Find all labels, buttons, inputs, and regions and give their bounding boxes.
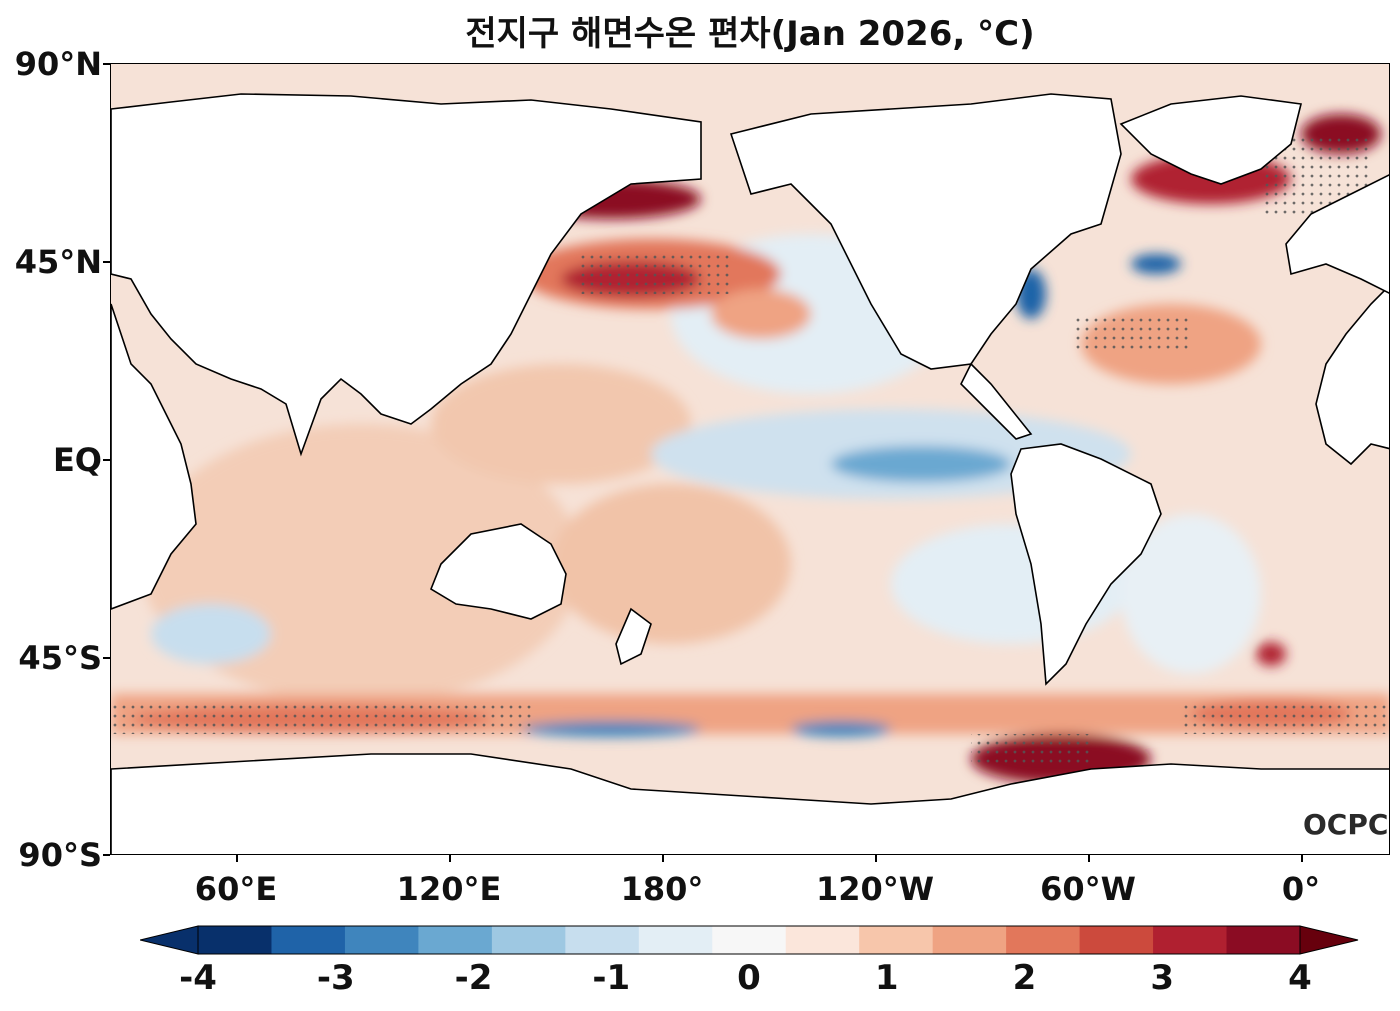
colorbar-cell [418,926,493,954]
lon-tick [875,855,877,862]
lon-label-180: 180° [620,870,704,908]
south-america-landmass [1010,443,1162,686]
colorbar-cell [271,926,346,954]
colorbar-cell [1153,926,1228,954]
lon-tick [662,855,664,862]
lat-tick [103,657,110,659]
colorbar-tick-label: 4 [1288,958,1312,998]
colorbar-tick-label: 0 [737,958,761,998]
colorbar-cell [344,926,419,954]
lon-label-120w: 120°W [815,870,935,908]
colorbar-cell [932,926,1007,954]
colorbar-cell [198,926,272,954]
lat-label-45s: 45°S [18,639,102,677]
colorbar-cell [859,926,934,954]
colorbar-tick-label: 1 [874,958,899,998]
lon-tick [449,855,451,862]
colorbar-tick-label: -1 [592,958,631,998]
europe-landmass [1285,174,1389,294]
colorbar-cell [1006,926,1081,954]
lon-label-60w: 60°W [1040,870,1136,908]
lat-tick [103,459,110,461]
australia-landmass [430,523,567,620]
colorbar-cell [1079,926,1154,954]
colorbar-cell [491,926,566,954]
colorbar-cell [1226,926,1301,954]
central-america-landmass [960,362,1033,440]
sst-anomaly-map: OCPC [110,63,1390,855]
lat-tick [103,854,110,856]
colorbar-tick-label: 2 [1012,958,1037,998]
colorbar-tick-label: -2 [454,958,493,998]
lat-label-90s: 90°S [18,836,102,874]
colorbar-outline [197,925,1301,955]
lat-label-eq: EQ [52,441,102,479]
colorbar [140,925,1359,955]
colorbar-min-extend [140,925,199,955]
colorbar-tick-label: -4 [179,958,217,998]
lon-tick [1301,855,1303,862]
colorbar-cells [198,926,1301,954]
colorbar-cell [785,926,860,954]
new-zealand-landmass [615,607,652,666]
continents [111,93,1389,854]
africa-east-landmass [111,303,197,610]
lat-label-45n: 45°N [14,243,102,281]
colorbar-cell [638,926,713,954]
antarctica-landmass [111,753,1389,854]
colorbar-cell [565,926,640,954]
greenland-landmass [1119,95,1302,185]
map-title: 전지구 해면수온 편차(Jan 2026, °C) [465,14,1035,54]
colorbar-tick-label: 3 [1150,958,1175,998]
colorbar-tick-label: -3 [316,958,355,998]
eurasia-landmass [111,93,702,457]
lon-label-120e: 120°E [396,870,502,908]
north-america-landmass [729,93,1122,370]
lon-label-0: 0° [1281,870,1321,908]
map-canvas: OCPC [111,64,1389,854]
lon-tick [236,855,238,862]
colorbar-cell [712,926,787,954]
lon-tick [1088,855,1090,862]
lon-label-60e: 60°E [194,870,278,908]
lat-label-90n: 90°N [14,45,102,83]
colorbar-max-extend [1299,925,1359,955]
africa-west-landmass [1315,284,1389,466]
ocpc-logo: OCPC [1303,808,1388,841]
lat-tick [103,261,110,263]
lat-tick [103,63,110,65]
